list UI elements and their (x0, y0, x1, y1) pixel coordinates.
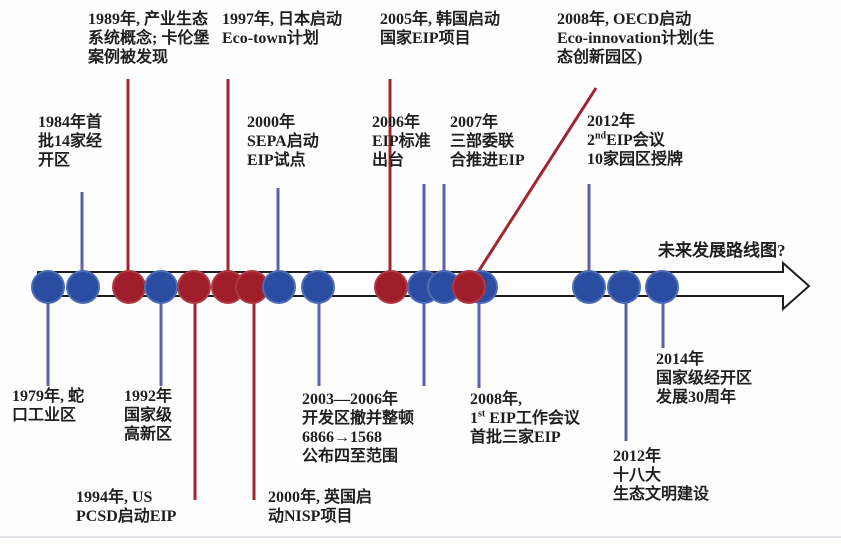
1984-first-14-etdz-label-line: 批14家经 (38, 133, 103, 150)
1994-us-pcsd-eip-label-line: 1994年, US (76, 489, 153, 506)
2014-etdz-30th-anniversary-label-line: 国家级经开区 (656, 370, 753, 387)
2012-second-eip-meeting-label-line: 2ndEIP会议 (587, 130, 665, 149)
1997-japan-ecotown-label-line: Eco-town计划 (222, 30, 319, 47)
1984-first-14-etdz-dot (66, 270, 100, 304)
2008-oecd-eco-innovation-connector-line (469, 87, 598, 284)
2014-etdz-30th-anniversary-label-line: 发展30周年 (656, 389, 737, 406)
superscript: st (478, 408, 486, 420)
1997-japan-ecotown-label-line: 1997年, 日本启动 (222, 11, 343, 28)
1989-industrial-ecosystem-label-line: 案例被发现 (88, 49, 169, 66)
2006-eip-standard-label: 2006年 EIP标准出台 (372, 113, 431, 170)
2007-three-ministries-label-line: 合推进EIP (450, 152, 525, 169)
2012-18th-congress-label-line: 2012年 (613, 448, 662, 465)
2005-korea-national-eip-label: 2005年, 韩国启动 国家EIP项目 (380, 10, 500, 48)
2008-oecd-eco-innovation-label: 2008年, OECD启动 Eco-innovation计划(生 态创新园区) (557, 10, 714, 67)
2003-2006-zone-consolidation-label-line: 开发区撤并整顿 (302, 410, 415, 427)
1992-national-hightech-zone-dot (144, 270, 178, 304)
1984-first-14-etdz-label: 1984年首 批14家经开区 (38, 113, 102, 170)
1979-shekou-label-line: 1979年, 蛇 (12, 388, 85, 405)
2000-sepa-eip-pilot-label-line: 2000年 (247, 114, 296, 131)
2012-second-eip-meeting-label-line: 10家园区授牌 (587, 151, 684, 168)
2000-uk-nisp-label-line: 2000年, 英国启 (268, 489, 373, 506)
1997-japan-ecotown-label: 1997年, 日本启动 Eco-town计划 (222, 10, 342, 48)
2008-oecd-eco-innovation-label-line: Eco-innovation计划(生 (557, 30, 715, 47)
2003-2006-zone-consolidation-dot (301, 270, 335, 304)
2008-oecd-eco-innovation-label-line: 态创新园区) (557, 49, 643, 66)
1984-first-14-etdz-label-line: 开区 (38, 152, 71, 169)
2000-sepa-eip-pilot-label: 2000年 SEPA启动 EIP试点 (247, 113, 319, 170)
1979-shekou-label-line: 口工业区 (12, 407, 77, 424)
1992-national-hightech-zone-label: 1992年国家级高新区 (124, 387, 172, 444)
2006-eip-standard-label-line: 出台 (372, 152, 405, 169)
2000-sepa-eip-pilot-label-line: EIP试点 (247, 152, 306, 169)
2007-three-ministries-label: 2007年三部委联合推进EIP (450, 113, 525, 170)
2003-2006-zone-consolidation-label-line: 2003—2006年 (302, 391, 399, 408)
2012-18th-congress-label-line: 生态文明建设 (613, 486, 710, 503)
2000-uk-nisp-label-line: 动NISP项目 (268, 508, 353, 525)
2008-first-eip-meeting-label-line: 2008年, (470, 391, 523, 408)
2003-2006-zone-consolidation-label: 2003—2006年 开发区撤并整顿 6866→1568 公布四至范围 (302, 390, 414, 466)
future-roadmap-label: 未来发展路线图? (658, 241, 786, 260)
2000-sepa-eip-pilot-label-line: SEPA启动 (247, 133, 319, 150)
1989-industrial-ecosystem-dot (112, 270, 146, 304)
2007-three-ministries-label-line: 三部委联 (450, 133, 515, 150)
2005-korea-national-eip-dot (374, 270, 408, 304)
1994-us-pcsd-eip-dot (177, 270, 211, 304)
2008-first-eip-meeting-label: 2008年, 1st EIP工作会议 首批三家EIP (470, 390, 580, 447)
2007-three-ministries-label-line: 2007年 (450, 114, 499, 131)
2012-18th-congress-dot (607, 270, 641, 304)
2012-second-eip-meeting-dot (572, 270, 606, 304)
1989-industrial-ecosystem-label-line: 1989年, 产业生态 (88, 11, 209, 28)
2008-first-eip-meeting-label-line: 首批三家EIP (470, 429, 561, 446)
2014-etdz-30th-anniversary-label: 2014年国家级经开区 发展30周年 (656, 350, 752, 407)
1994-us-pcsd-eip-label: 1994年, US PCSD启动EIP (76, 488, 176, 526)
1989-industrial-ecosystem-label: 1989年, 产业生态 系统概念; 卡伦堡 案例被发现 (88, 10, 209, 67)
2008-first-eip-meeting-label-line: 1st EIP工作会议 (470, 408, 580, 427)
2003-2006-zone-consolidation-label-line: 6866→1568 (302, 429, 382, 446)
2012-second-eip-meeting-label-line: 2012年 (587, 113, 636, 130)
2006-eip-standard-label-line: 2006年 (372, 114, 421, 131)
2014-etdz-30th-anniversary-dot (645, 270, 679, 304)
1979-shekou-label: 1979年, 蛇口工业区 (12, 387, 84, 425)
1984-first-14-etdz-label-line: 1984年首 (38, 114, 103, 131)
2012-18th-congress-label-line: 十八大 (613, 467, 662, 484)
2005-korea-national-eip-label-line: 国家EIP项目 (380, 30, 471, 47)
2008-oecd-eco-innovation-label-line: 2008年, OECD启动 (557, 11, 692, 28)
2005-korea-national-eip-label-line: 2005年, 韩国启动 (380, 11, 501, 28)
2008-oecd-eco-innovation-dot (452, 270, 486, 304)
superscript: nd (595, 130, 607, 142)
2012-18th-congress-label: 2012年十八大生态文明建设 (613, 447, 709, 504)
2014-etdz-30th-anniversary-label-line: 2014年 (656, 351, 705, 368)
2006-eip-standard-label-line: EIP标准 (372, 133, 431, 150)
2000-uk-nisp-label: 2000年, 英国启 动NISP项目 (268, 488, 372, 526)
2012-second-eip-meeting-label: 2012年 2ndEIP会议 10家园区授牌 (587, 112, 683, 169)
2000-sepa-eip-pilot-dot (262, 270, 296, 304)
1979-shekou-dot (31, 270, 65, 304)
page-edge-divider (0, 536, 841, 538)
1989-industrial-ecosystem-label-line: 系统概念; 卡伦堡 (88, 30, 210, 47)
1992-national-hightech-zone-label-line: 高新区 (124, 426, 173, 443)
1994-us-pcsd-eip-label-line: PCSD启动EIP (76, 508, 177, 525)
2003-2006-zone-consolidation-label-line: 公布四至范围 (302, 448, 399, 465)
1992-national-hightech-zone-label-line: 1992年 (124, 388, 173, 405)
1992-national-hightech-zone-label-line: 国家级 (124, 407, 173, 424)
